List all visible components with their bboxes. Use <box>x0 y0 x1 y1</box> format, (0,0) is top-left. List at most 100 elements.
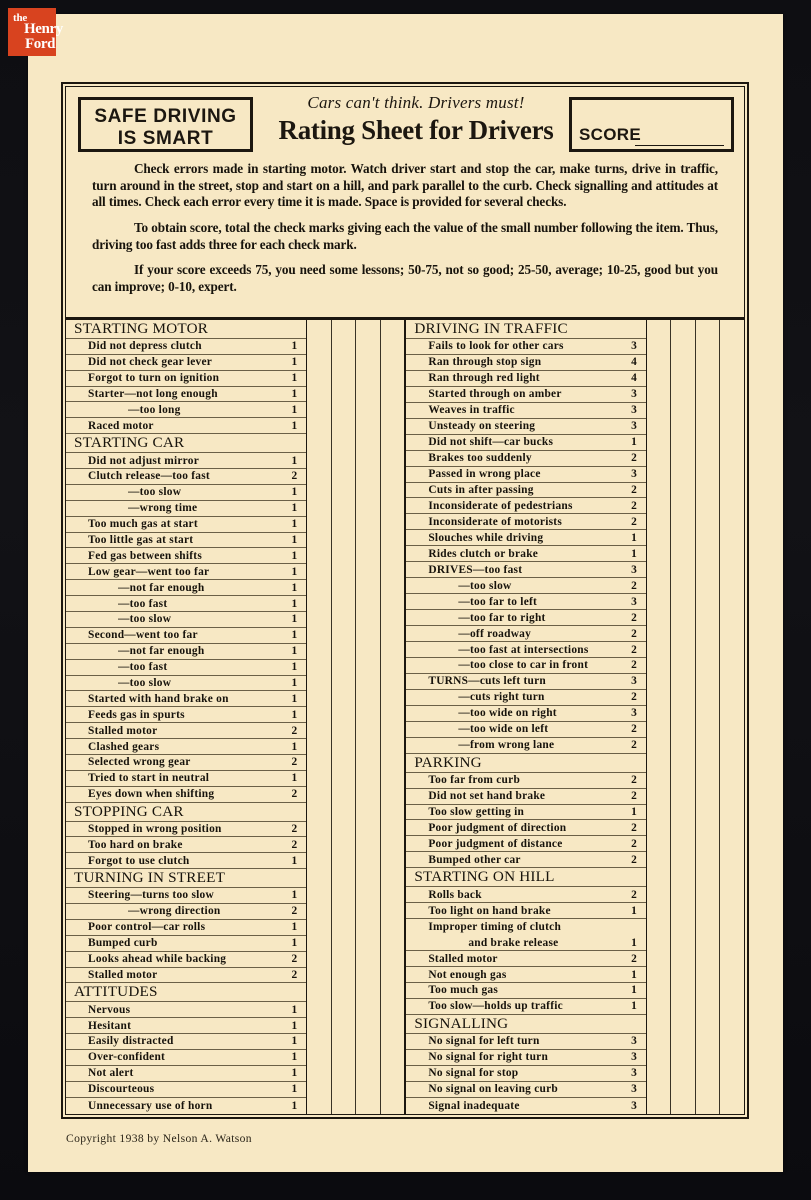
item-label: No signal for right turn <box>428 1051 549 1064</box>
item-point-value: 3 <box>631 1067 637 1080</box>
item-label: Too hard on brake <box>88 838 183 851</box>
item-point-value: 1 <box>291 549 298 562</box>
checklist-item-row: and brake release 1 <box>406 935 646 952</box>
item-label: Cuts in after passing <box>428 483 534 496</box>
item-label: —wrong direction <box>128 905 221 918</box>
checklist-item-row: Too little gas at start 1 <box>66 533 307 549</box>
checklist-item-row: Inconsiderate of motorists 2 <box>406 514 646 531</box>
item-label: Stopped in wrong position <box>88 822 222 835</box>
check-mark-column[interactable] <box>306 320 331 1114</box>
item-point-value: 1 <box>291 372 298 385</box>
section-label: PARKING <box>414 753 482 771</box>
item-label: Discourteous <box>88 1083 155 1096</box>
checklist-item-row: Fails to look for other cars 3 <box>406 339 646 355</box>
item-point-value: 2 <box>631 515 637 528</box>
check-mark-column[interactable] <box>694 320 720 1114</box>
item-point-value: 1 <box>291 645 298 658</box>
item-point-value: 1 <box>291 740 298 753</box>
item-label: and brake release <box>468 936 559 949</box>
instruction-paragraph-2: To obtain score, total the check marks g… <box>92 219 718 252</box>
section-label: ATTITUDES <box>74 983 158 1001</box>
checklist-item-row: Feeds gas in spurts 1 <box>66 707 307 724</box>
checklist-item-row: —too far to left 3 <box>406 594 646 611</box>
check-mark-column[interactable] <box>645 320 671 1114</box>
checklist-item-row: Passed in wrong place 3 <box>406 467 646 483</box>
item-label: Signal inadequate <box>428 1099 520 1112</box>
item-label: Looks ahead while backing <box>88 953 227 966</box>
checklist-item-row: —too slow 1 <box>66 612 307 628</box>
checklist-item-row: Too slow getting in 1 <box>406 805 646 821</box>
logo-the: the <box>13 12 28 24</box>
item-point-value: 1 <box>631 436 637 449</box>
title-area: Cars can't think. Drivers must! Rating S… <box>266 93 566 146</box>
item-point-value: 1 <box>291 921 298 934</box>
checklist-section-heading: STARTING MOTOR <box>66 320 307 339</box>
item-label: —not far enough <box>118 581 205 594</box>
check-mark-column[interactable] <box>330 320 356 1114</box>
checklist-section-heading: SIGNALLING <box>406 1015 646 1034</box>
checklist-column-right: DRIVING IN TRAFFIC Fails to look for othe… <box>406 320 744 1114</box>
item-point-value: 2 <box>631 483 637 496</box>
checklist-item-row: Rolls back 2 <box>406 887 646 904</box>
checklist-item-row: —off roadway 2 <box>406 626 646 643</box>
item-label: —too fast <box>118 597 168 610</box>
check-mark-columns-right[interactable] <box>645 320 744 1114</box>
item-label: —too wide on right <box>458 707 557 720</box>
item-point-value: 3 <box>631 1051 637 1064</box>
check-mark-column[interactable] <box>670 320 695 1114</box>
logo-ford: Ford <box>25 36 56 52</box>
item-label: Too slow—holds up traffic <box>428 1000 563 1013</box>
item-point-value: 2 <box>631 739 637 752</box>
item-label: TURNS—cuts left turn <box>428 675 546 688</box>
score-box[interactable]: SCORE <box>569 97 734 152</box>
item-label: Improper timing of clutch <box>428 921 562 934</box>
checklist-item-row: —too slow 1 <box>66 676 307 692</box>
checklist-column-left: STARTING MOTOR Did not depress clutch 1 Did… <box>66 320 407 1114</box>
check-mark-column[interactable] <box>379 320 405 1114</box>
checklist-item-row: Over-confident 1 <box>66 1050 307 1066</box>
item-label: —not far enough <box>118 645 205 658</box>
item-label: Inconsiderate of motorists <box>428 515 563 528</box>
header-band: SAFE DRIVING IS SMART Cars can't think. … <box>66 87 744 161</box>
item-label: Raced motor <box>88 419 154 432</box>
check-mark-column[interactable] <box>719 320 744 1114</box>
checklist-item-row: —too slow 1 <box>66 485 307 501</box>
item-point-value: 2 <box>631 579 637 592</box>
checklist-item-row: —too wide on right 3 <box>406 706 646 722</box>
safe-driving-slogan-box: SAFE DRIVING IS SMART <box>78 97 253 152</box>
item-label: Ran through stop sign <box>428 356 542 369</box>
checklist-item-row: Hesitant 1 <box>66 1018 307 1035</box>
checklist-item-row: Bumped curb 1 <box>66 936 307 952</box>
item-point-value: 1 <box>291 403 298 416</box>
item-label: —too slow <box>458 579 512 592</box>
score-label: SCORE <box>579 125 641 144</box>
item-label: Did not shift—car bucks <box>428 436 554 449</box>
item-point-value: 1 <box>291 629 298 642</box>
checklist-item-row: Too much gas at start 1 <box>66 517 307 533</box>
item-point-value: 1 <box>291 581 298 594</box>
checklist-item-row: —too fast 1 <box>66 660 307 676</box>
score-entry-line[interactable] <box>635 145 724 146</box>
checklist-item-row: —wrong time 1 <box>66 501 307 517</box>
checklist-item-row: Too light on hand brake 1 <box>406 903 646 920</box>
checklist-item-row: Did not check gear lever 1 <box>66 355 307 371</box>
item-point-value: 3 <box>631 675 637 688</box>
slogan-line-1: SAFE DRIVING <box>94 106 237 127</box>
item-label: Low gear—went too far <box>88 565 210 578</box>
item-point-value: 2 <box>631 611 637 624</box>
checklist-section-heading: TURNING IN STREET <box>66 869 307 889</box>
item-point-value: 2 <box>631 952 637 965</box>
checklist-item-row: Stalled motor 2 <box>406 951 646 968</box>
checklist-item-row: Did not adjust mirror 1 <box>66 453 307 469</box>
item-label: Hesitant <box>88 1019 132 1032</box>
item-label: —too slow <box>118 676 172 689</box>
section-label: DRIVING IN TRAFFIC <box>414 319 568 337</box>
section-label: SIGNALLING <box>414 1014 509 1032</box>
check-mark-column[interactable] <box>355 320 380 1114</box>
item-label: Too light on hand brake <box>428 904 551 917</box>
item-point-value: 2 <box>291 822 298 835</box>
check-mark-columns-left[interactable] <box>306 320 404 1114</box>
checklist-item-row: Selected wrong gear 2 <box>66 755 307 771</box>
checklist-item-row: Started with hand brake on 1 <box>66 691 307 708</box>
item-label: —too long <box>128 403 181 416</box>
